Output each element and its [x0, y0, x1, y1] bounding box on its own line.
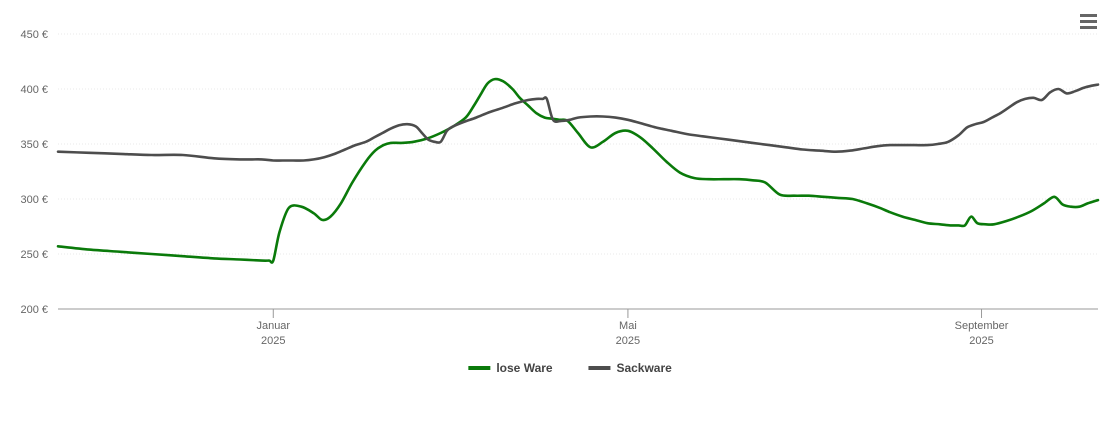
- y-axis-tick-label: 250 €: [20, 249, 48, 261]
- gridlines: [58, 33, 1098, 255]
- x-axis-tick-labels: Januar 2025 Mai 2025 September 2025: [256, 320, 1008, 347]
- legend-label: Sackware: [616, 361, 672, 375]
- legend-item-1[interactable]: lose Ware: [468, 361, 553, 375]
- y-axis-tick-label: 200 €: [20, 304, 48, 316]
- legend-label: lose Ware: [496, 361, 553, 375]
- y-axis-tick-label: 400 €: [20, 84, 48, 96]
- x-axis-tick-year: 2025: [261, 335, 285, 347]
- data-series: [56, 77, 1100, 264]
- x-axis-tick-month: September: [955, 320, 1009, 332]
- chart-legend[interactable]: lose Ware Sackware: [468, 361, 672, 375]
- x-axis-tick-year: 2025: [616, 335, 640, 347]
- y-axis-tick-labels: 200 € 250 € 300 € 350 € 400 € 450 €: [20, 29, 48, 316]
- series-line-1: [56, 77, 1100, 264]
- y-axis-tick-label: 350 €: [20, 139, 48, 151]
- menu-bar-3: [1079, 25, 1097, 29]
- hamburger-menu-icon[interactable]: [1076, 10, 1100, 32]
- series-line-2: [56, 83, 1100, 162]
- x-axis: [58, 308, 1098, 318]
- y-axis-tick-label: 300 €: [20, 194, 48, 206]
- legend-item-2[interactable]: Sackware: [588, 361, 672, 375]
- x-axis-tick-month: Januar: [256, 320, 290, 332]
- x-axis-tick-year: 2025: [969, 335, 993, 347]
- y-axis-tick-label: 450 €: [20, 29, 48, 41]
- x-axis-tick-month: Mai: [619, 320, 637, 332]
- menu-bar-2: [1079, 19, 1097, 23]
- menu-bar-1: [1079, 13, 1097, 17]
